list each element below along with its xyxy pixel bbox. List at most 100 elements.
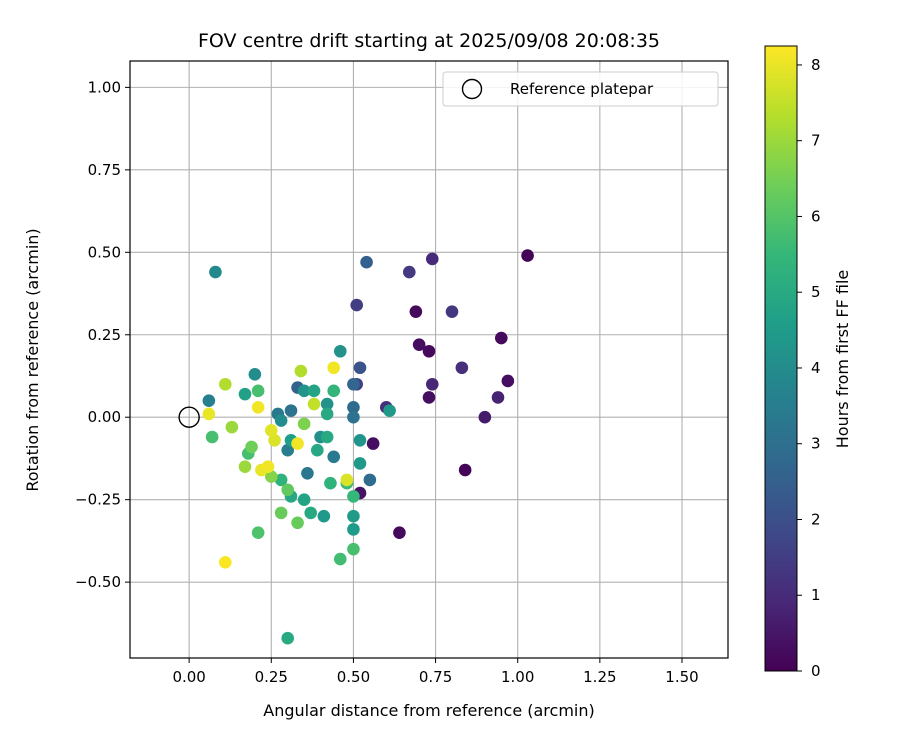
y-tick-label: −0.50	[75, 573, 121, 591]
colorbar-tick-label: 1	[811, 586, 821, 604]
data-point	[307, 397, 321, 411]
data-point	[347, 523, 360, 536]
data-point	[494, 331, 508, 345]
data-point	[393, 526, 406, 539]
legend-marker-icon	[461, 78, 483, 100]
colorbar-tick-label: 0	[811, 662, 821, 680]
data-point	[310, 443, 324, 457]
data-point	[307, 384, 321, 398]
data-point	[491, 391, 505, 404]
y-tick-label: 0.00	[88, 408, 121, 426]
data-point	[422, 344, 436, 358]
y-tick-label: 0.75	[88, 161, 121, 179]
data-point	[360, 255, 373, 269]
plot-area: 0.00 0.25 0.50 0.75 1.00 1.25 1.50 −0.50 −0.25 0.…	[75, 60, 729, 686]
data-point	[245, 440, 258, 454]
plot-background	[130, 61, 728, 658]
data-point	[281, 443, 295, 457]
data-point	[333, 344, 347, 358]
data-point	[264, 470, 278, 483]
data-point	[340, 473, 354, 487]
data-point	[366, 437, 380, 450]
data-point	[478, 410, 492, 424]
colorbar-tick-label: 3	[811, 435, 821, 453]
data-point	[274, 414, 288, 427]
data-point	[297, 417, 311, 431]
data-point	[324, 476, 337, 490]
y-tick-label: 0.25	[88, 326, 121, 344]
data-point	[284, 404, 298, 417]
colorbar-tick-label: 8	[811, 56, 821, 74]
data-point	[350, 298, 364, 312]
data-point	[327, 361, 341, 375]
data-point	[445, 305, 459, 318]
data-point	[281, 631, 295, 645]
legend-label: Reference platepar	[510, 80, 654, 98]
colorbar-title: Hours from first FF file	[833, 270, 852, 449]
data-point	[347, 410, 360, 424]
data-point	[347, 377, 360, 391]
data-point	[333, 552, 347, 566]
data-point	[274, 506, 288, 520]
colorbar: 0 1 2 3 4 5 6 7 8	[764, 45, 821, 680]
colorbar-tick-label: 2	[811, 510, 821, 528]
colorbar-tick-label: 4	[811, 359, 821, 377]
data-point	[363, 473, 377, 487]
data-point	[458, 463, 472, 477]
data-point	[347, 542, 360, 556]
data-point	[425, 252, 439, 266]
data-point	[251, 526, 265, 539]
data-point	[347, 401, 360, 414]
data-point	[238, 460, 252, 473]
data-point	[455, 361, 469, 375]
data-point	[409, 305, 423, 318]
data-point	[225, 420, 239, 434]
data-point	[327, 384, 341, 398]
colorbar-tick-label: 6	[811, 207, 821, 225]
data-point	[304, 506, 318, 520]
data-point	[422, 391, 436, 404]
chart-title: FOV centre drift starting at 2025/09/08 …	[198, 30, 660, 52]
colorbar-gradient	[764, 45, 798, 672]
data-point	[320, 397, 334, 411]
data-point	[297, 493, 311, 506]
data-point	[320, 430, 334, 444]
y-axis-title: Rotation from reference (arcmin)	[23, 228, 42, 491]
data-point	[209, 265, 222, 279]
data-point	[291, 516, 304, 530]
plot-frame	[129, 60, 729, 659]
data-point	[353, 434, 367, 447]
data-point	[268, 434, 281, 447]
data-point	[264, 424, 278, 437]
data-point	[347, 490, 360, 503]
x-tick-label: 1.50	[665, 668, 698, 686]
colorbar-tick-label: 7	[811, 132, 821, 150]
x-tick-label: 0.25	[255, 668, 288, 686]
data-point	[383, 404, 396, 417]
data-point	[301, 466, 314, 480]
x-axis-title: Angular distance from reference (arcmin)	[263, 701, 594, 720]
x-tick-label: 0.00	[172, 668, 205, 686]
colorbar-tick-label: 5	[811, 283, 821, 301]
x-tick-label: 1.00	[501, 668, 534, 686]
y-tick-label: −0.25	[75, 491, 121, 509]
data-point	[291, 437, 304, 450]
y-tick-label: 0.50	[88, 243, 121, 261]
data-point	[327, 450, 341, 464]
data-point	[425, 377, 439, 391]
data-point	[521, 249, 534, 262]
data-point	[248, 368, 262, 381]
data-point	[412, 338, 426, 351]
data-point	[297, 384, 311, 398]
data-point	[317, 509, 331, 523]
reference-platepar-marker	[178, 406, 200, 428]
data-point	[281, 483, 295, 497]
x-tick-label: 0.75	[419, 668, 452, 686]
data-point	[205, 430, 219, 444]
data-point	[274, 473, 288, 487]
data-point	[218, 556, 232, 569]
data-point	[402, 265, 416, 279]
data-point	[238, 387, 252, 401]
data-point	[353, 361, 367, 375]
